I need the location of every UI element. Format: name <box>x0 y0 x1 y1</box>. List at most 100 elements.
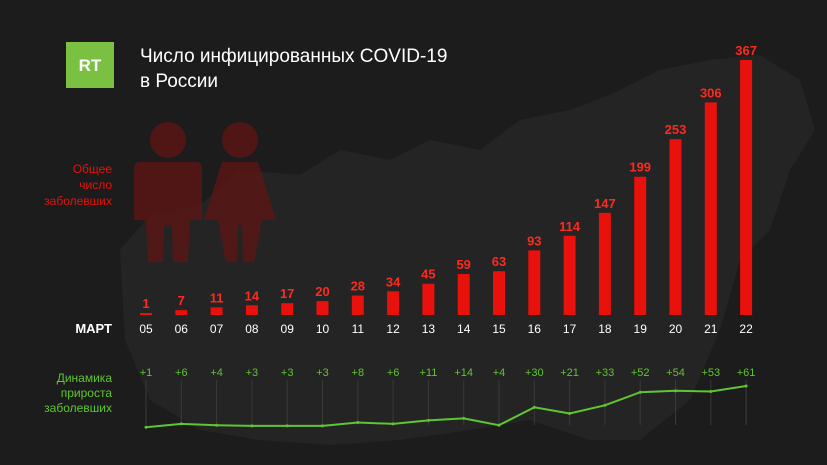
bar <box>351 295 364 315</box>
bar-value-label: 63 <box>492 254 506 269</box>
x-tick-label: 06 <box>175 322 189 336</box>
female-figure-body <box>204 162 276 262</box>
growth-point <box>497 423 501 427</box>
x-tick-label: 09 <box>281 322 295 336</box>
bar <box>704 102 717 316</box>
growth-value-label: +54 <box>666 367 685 379</box>
bar-value-label: 199 <box>629 160 651 175</box>
bar-value-label: 34 <box>386 274 401 289</box>
bar <box>281 303 294 315</box>
growth-point <box>638 390 642 394</box>
russia-map-silhouette <box>120 55 815 445</box>
bar <box>175 310 188 315</box>
rt-logo-text: RT <box>79 56 102 75</box>
bars-layer: 1 05 7 06 11 07 14 08 17 09 20 10 28 11 34 12 45 13 59 14 63… <box>139 43 757 336</box>
bar <box>245 305 258 315</box>
growth-label-line: прироста <box>61 386 113 400</box>
growth-point <box>250 424 254 428</box>
bar-value-label: 7 <box>178 293 185 308</box>
rt-logo-background <box>66 42 114 88</box>
growth-point <box>426 418 430 422</box>
growth-value-label: +6 <box>387 367 400 379</box>
bar-value-label: 45 <box>421 267 435 282</box>
growth-point <box>603 403 607 407</box>
x-tick-label: 19 <box>634 322 648 336</box>
bar-value-label: 17 <box>280 286 294 301</box>
bar <box>316 301 329 315</box>
bar <box>493 271 505 315</box>
bar-value-label: 1 <box>142 296 149 311</box>
x-tick-label: 12 <box>386 322 400 336</box>
bar-value-label: 14 <box>245 288 260 303</box>
total-cases-label: Общее число заболевших <box>44 162 112 208</box>
growth-value-label: +33 <box>596 367 615 379</box>
bar <box>457 274 470 315</box>
growth-point <box>391 422 395 426</box>
growth-point <box>532 405 536 409</box>
growth-point <box>179 422 183 426</box>
male-figure-head <box>150 122 186 158</box>
bar <box>563 235 576 315</box>
total-cases-label-line: заболевших <box>44 194 112 208</box>
x-tick-label: 18 <box>598 322 612 336</box>
x-tick-label: 17 <box>563 322 577 336</box>
bar <box>634 176 647 315</box>
growth-value-label: +30 <box>525 367 544 379</box>
bar-value-label: 20 <box>315 284 329 299</box>
chart-title-line1: Число инфицированных COVID-19 <box>140 46 447 67</box>
bar <box>387 291 400 315</box>
bar <box>210 307 223 315</box>
total-cases-label-line: число <box>79 178 112 192</box>
growth-value-label: +6 <box>175 367 188 379</box>
growth-value-label: +1 <box>140 367 153 379</box>
growth-label: Динамика прироста заболевших <box>44 371 112 415</box>
growth-point <box>144 425 148 429</box>
bar-value-label: 253 <box>665 122 687 137</box>
growth-point <box>568 412 572 416</box>
x-tick-label: 21 <box>704 322 718 336</box>
bar <box>528 250 541 315</box>
male-figure-body <box>134 162 202 262</box>
x-tick-label: 20 <box>669 322 683 336</box>
month-label: МАРТ <box>75 321 112 336</box>
x-tick-label: 07 <box>210 322 224 336</box>
growth-layer: +1 +6 +4 +3 +3 +3 +8 +6 +11 +14 +4 +30 +21 +33 +52 +54 +… <box>140 367 756 429</box>
bar-value-label: 11 <box>210 290 224 305</box>
people-pictogram <box>134 122 276 262</box>
x-tick-label: 08 <box>245 322 259 336</box>
growth-point <box>356 420 360 424</box>
bar-value-label: 114 <box>559 219 581 234</box>
x-tick-label: 22 <box>739 322 753 336</box>
rt-logo: RT <box>66 42 114 88</box>
bar-value-label: 367 <box>735 43 757 58</box>
bar-value-label: 59 <box>456 257 470 272</box>
bar <box>140 313 152 315</box>
growth-value-label: +4 <box>210 367 223 379</box>
growth-value-label: +14 <box>454 367 473 379</box>
bar-value-label: 147 <box>594 196 616 211</box>
bar <box>598 212 611 315</box>
growth-point <box>674 389 677 393</box>
growth-value-label: +3 <box>246 367 259 379</box>
growth-series-line <box>145 385 747 429</box>
growth-value-label: +8 <box>352 367 365 379</box>
growth-value-label: +53 <box>701 367 720 379</box>
growth-point <box>321 424 324 428</box>
chart-title-line2: в России <box>140 71 218 92</box>
x-tick-label: 14 <box>457 322 471 336</box>
total-cases-label-line: Общее <box>73 162 113 176</box>
x-tick-label: 11 <box>352 322 365 336</box>
growth-label-line: заболевших <box>44 401 112 415</box>
bar-value-label: 306 <box>700 85 722 100</box>
growth-value-label: +52 <box>631 367 650 379</box>
bar-value-label: 28 <box>351 279 365 294</box>
growth-value-label: +61 <box>737 367 756 379</box>
growth-label-line: Динамика <box>57 371 113 385</box>
growth-point <box>709 390 713 394</box>
growth-value-label: +11 <box>419 367 437 379</box>
x-tick-label: 15 <box>492 322 506 336</box>
x-tick-label: 16 <box>528 322 542 336</box>
growth-point <box>285 424 289 428</box>
